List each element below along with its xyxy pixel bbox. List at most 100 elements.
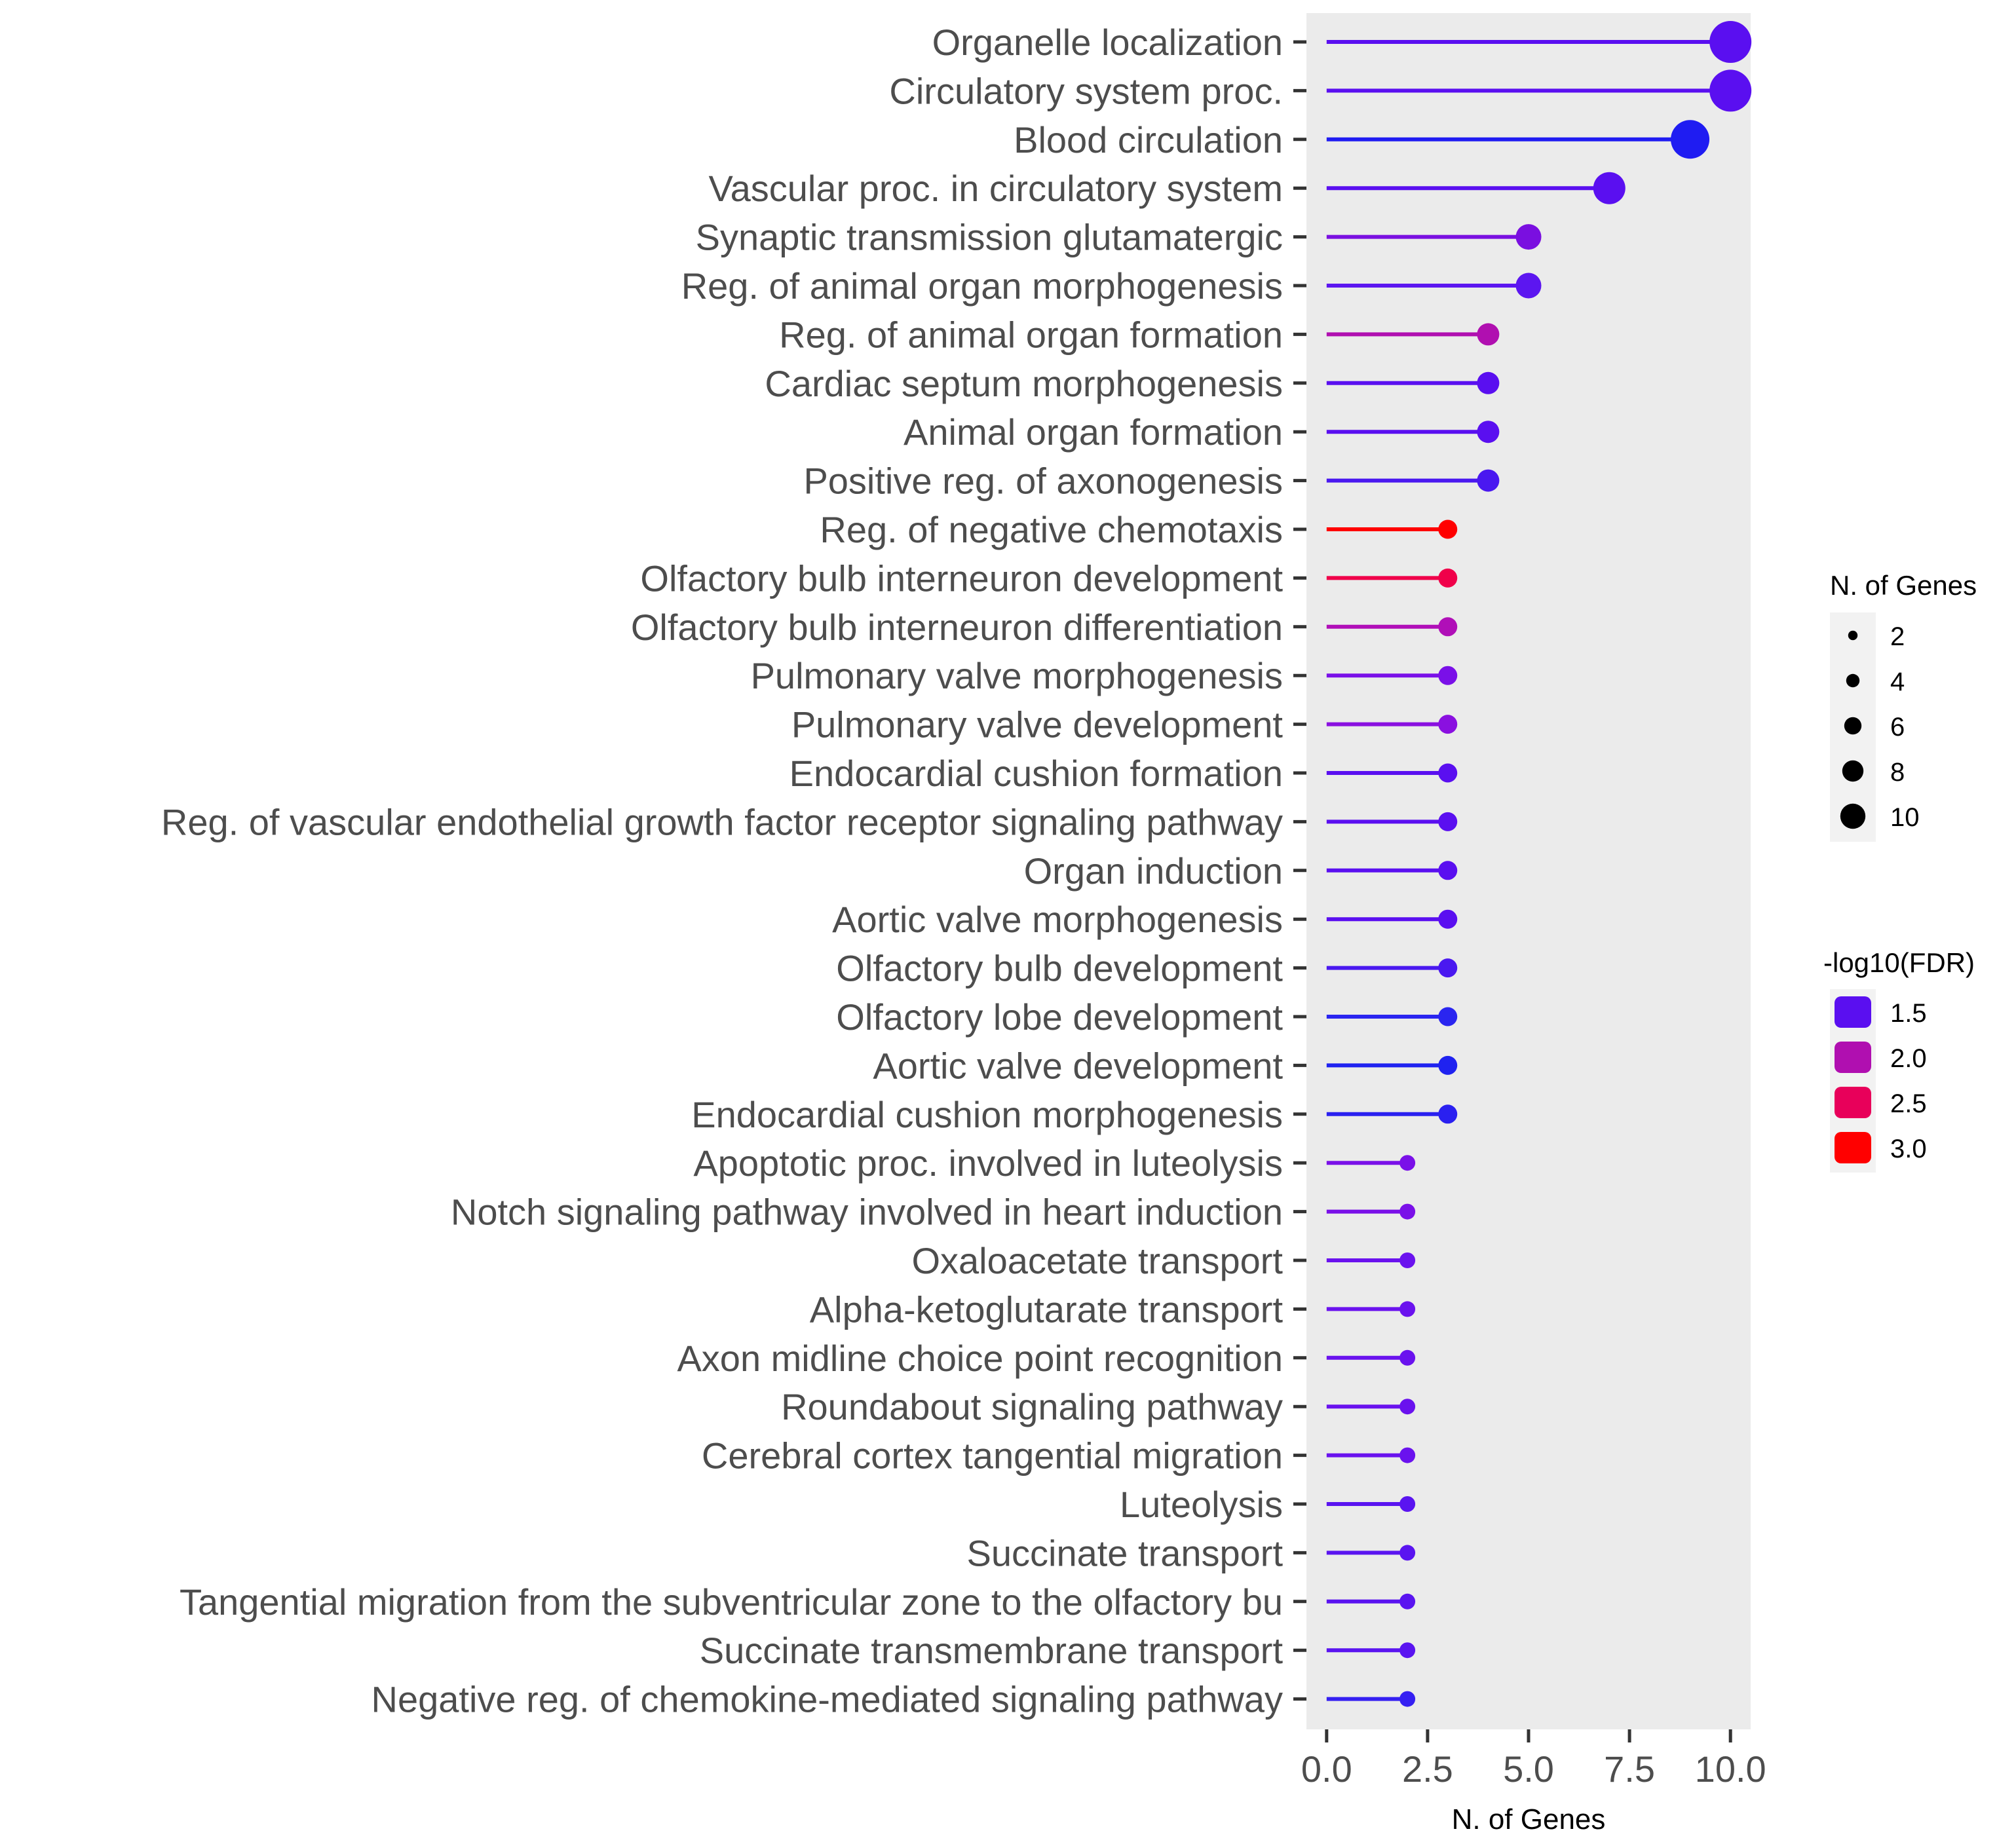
category-label: Luteolysis xyxy=(1120,1484,1283,1525)
category-label: Organelle localization xyxy=(932,22,1283,63)
lollipop-dot xyxy=(1438,715,1458,734)
lollipop-dot xyxy=(1399,1447,1416,1463)
lollipop-dot xyxy=(1399,1252,1416,1268)
category-label: Tangential migration from the subventric… xyxy=(180,1581,1283,1623)
lollipop-stems xyxy=(1326,40,1731,1701)
lollipop-dot xyxy=(1477,421,1500,443)
lollipop-dot xyxy=(1399,1642,1416,1659)
size-legend-label: 4 xyxy=(1890,668,1905,696)
category-label: Succinate transmembrane transport xyxy=(700,1630,1284,1671)
category-label: Succinate transport xyxy=(967,1532,1284,1573)
color-legend: -log10(FDR) 1.5 2.0 2.5 3.0 xyxy=(1823,947,1975,1173)
size-legend-label: 2 xyxy=(1890,622,1905,651)
category-label: Cardiac septum morphogenesis xyxy=(765,363,1283,404)
lollipop-dot xyxy=(1438,958,1458,978)
size-legend-dot xyxy=(1840,803,1866,829)
category-label: Reg. of negative chemotaxis xyxy=(820,509,1283,550)
category-label: Aortic valve morphogenesis xyxy=(832,899,1283,940)
lollipop-dot xyxy=(1438,666,1458,685)
lollipop-dot xyxy=(1399,1691,1416,1707)
category-label: Roundabout signaling pathway xyxy=(781,1386,1283,1427)
lollipop-dot xyxy=(1593,172,1626,204)
lollipop-dot xyxy=(1399,1203,1416,1220)
color-legend-swatch xyxy=(1835,1087,1871,1118)
size-legend-dot xyxy=(1842,760,1864,782)
x-axis-title: N. of Genes xyxy=(1452,1803,1606,1835)
lollipop-dot xyxy=(1399,1349,1416,1366)
x-tick-label: 10.0 xyxy=(1695,1748,1766,1790)
size-legend-dot xyxy=(1846,673,1860,688)
category-label: Animal organ formation xyxy=(903,411,1283,453)
category-label: Vascular proc. in circulatory system xyxy=(708,168,1283,209)
x-tick-label: 5.0 xyxy=(1503,1748,1554,1790)
color-legend-swatch xyxy=(1835,1132,1871,1163)
lollipop-dot xyxy=(1399,1593,1416,1609)
category-label: Blood circulation xyxy=(1014,119,1283,160)
x-tick-label: 2.5 xyxy=(1402,1748,1453,1790)
lollipop-dot xyxy=(1438,763,1458,783)
lollipop-dot xyxy=(1438,1104,1458,1124)
x-tick-label: 7.5 xyxy=(1604,1748,1655,1790)
category-label: Circulatory system proc. xyxy=(889,70,1283,111)
x-tick-label: 0.0 xyxy=(1301,1748,1352,1790)
category-label: Oxaloacetate transport xyxy=(911,1240,1283,1281)
category-label: Positive reg. of axonogenesis xyxy=(803,461,1283,502)
category-label: Aortic valve development xyxy=(873,1045,1283,1086)
size-legend-label: 10 xyxy=(1890,803,1920,832)
lollipop-dot xyxy=(1709,69,1752,112)
category-label: Reg. of animal organ morphogenesis xyxy=(681,265,1283,307)
lollipop-dot xyxy=(1477,323,1500,346)
size-legend-label: 8 xyxy=(1890,758,1905,787)
color-legend-label: 3.0 xyxy=(1890,1135,1927,1163)
lollipop-dot xyxy=(1438,568,1458,588)
y-axis: Organelle localization Circulatory system… xyxy=(161,22,1306,1720)
lollipop-dot xyxy=(1438,1055,1458,1075)
size-legend-title: N. of Genes xyxy=(1830,570,1977,601)
lollipop-dots xyxy=(1399,21,1752,1707)
lollipop-dot xyxy=(1438,812,1458,831)
color-legend-label: 2.0 xyxy=(1890,1044,1927,1073)
size-legend-dot xyxy=(1844,717,1862,735)
lollipop-dot xyxy=(1477,469,1500,492)
color-legend-swatch xyxy=(1835,1042,1871,1073)
category-label: Axon midline choice point recognition xyxy=(677,1338,1283,1379)
category-label: Apoptotic proc. involved in luteolysis xyxy=(693,1142,1283,1184)
lollipop-dot xyxy=(1399,1496,1416,1512)
size-legend: N. of Genes 2 4 6 8 10 xyxy=(1830,570,1977,842)
lollipop-dot xyxy=(1515,224,1542,250)
category-label: Notch signaling pathway involved in hear… xyxy=(451,1192,1283,1233)
color-legend-swatch xyxy=(1835,996,1871,1028)
lollipop-dot xyxy=(1515,273,1542,299)
category-label: Olfactory bulb development xyxy=(836,948,1283,989)
color-legend-title: -log10(FDR) xyxy=(1823,947,1975,978)
category-label: Reg. of vascular endothelial growth fact… xyxy=(161,801,1283,842)
category-label: Organ induction xyxy=(1024,850,1283,892)
lollipop-dot xyxy=(1671,120,1710,159)
lollipop-dot xyxy=(1438,1007,1458,1026)
lollipop-dot xyxy=(1399,1301,1416,1317)
category-label: Olfactory bulb interneuron development xyxy=(640,557,1283,599)
category-label: Negative reg. of chemokine-mediated sign… xyxy=(371,1679,1283,1720)
category-label: Olfactory bulb interneuron differentiati… xyxy=(631,607,1283,648)
lollipop-dot xyxy=(1438,617,1458,637)
lollipop-dot xyxy=(1438,909,1458,929)
color-legend-label: 2.5 xyxy=(1890,1089,1927,1118)
size-legend-dot xyxy=(1848,630,1858,641)
size-legend-label: 6 xyxy=(1890,713,1905,742)
lollipop-dot xyxy=(1399,1155,1416,1171)
category-label: Cerebral cortex tangential migration xyxy=(702,1435,1283,1477)
lollipop-dot xyxy=(1709,21,1752,63)
color-legend-label: 1.5 xyxy=(1890,999,1927,1028)
category-label: Olfactory lobe development xyxy=(836,996,1283,1038)
lollipop-dot xyxy=(1438,519,1458,539)
category-label: Endocardial cushion formation xyxy=(789,753,1283,794)
category-label: Reg. of animal organ formation xyxy=(779,314,1283,355)
lollipop-dot xyxy=(1399,1545,1416,1561)
category-label: Pulmonary valve morphogenesis xyxy=(751,655,1283,696)
lollipop-dot xyxy=(1399,1399,1416,1415)
category-label: Pulmonary valve development xyxy=(791,704,1284,745)
x-axis: 0.0 2.5 5.0 7.5 10.0 xyxy=(1301,1729,1766,1790)
lollipop-dot xyxy=(1477,371,1500,394)
category-label: Alpha-ketoglutarate transport xyxy=(810,1289,1284,1330)
